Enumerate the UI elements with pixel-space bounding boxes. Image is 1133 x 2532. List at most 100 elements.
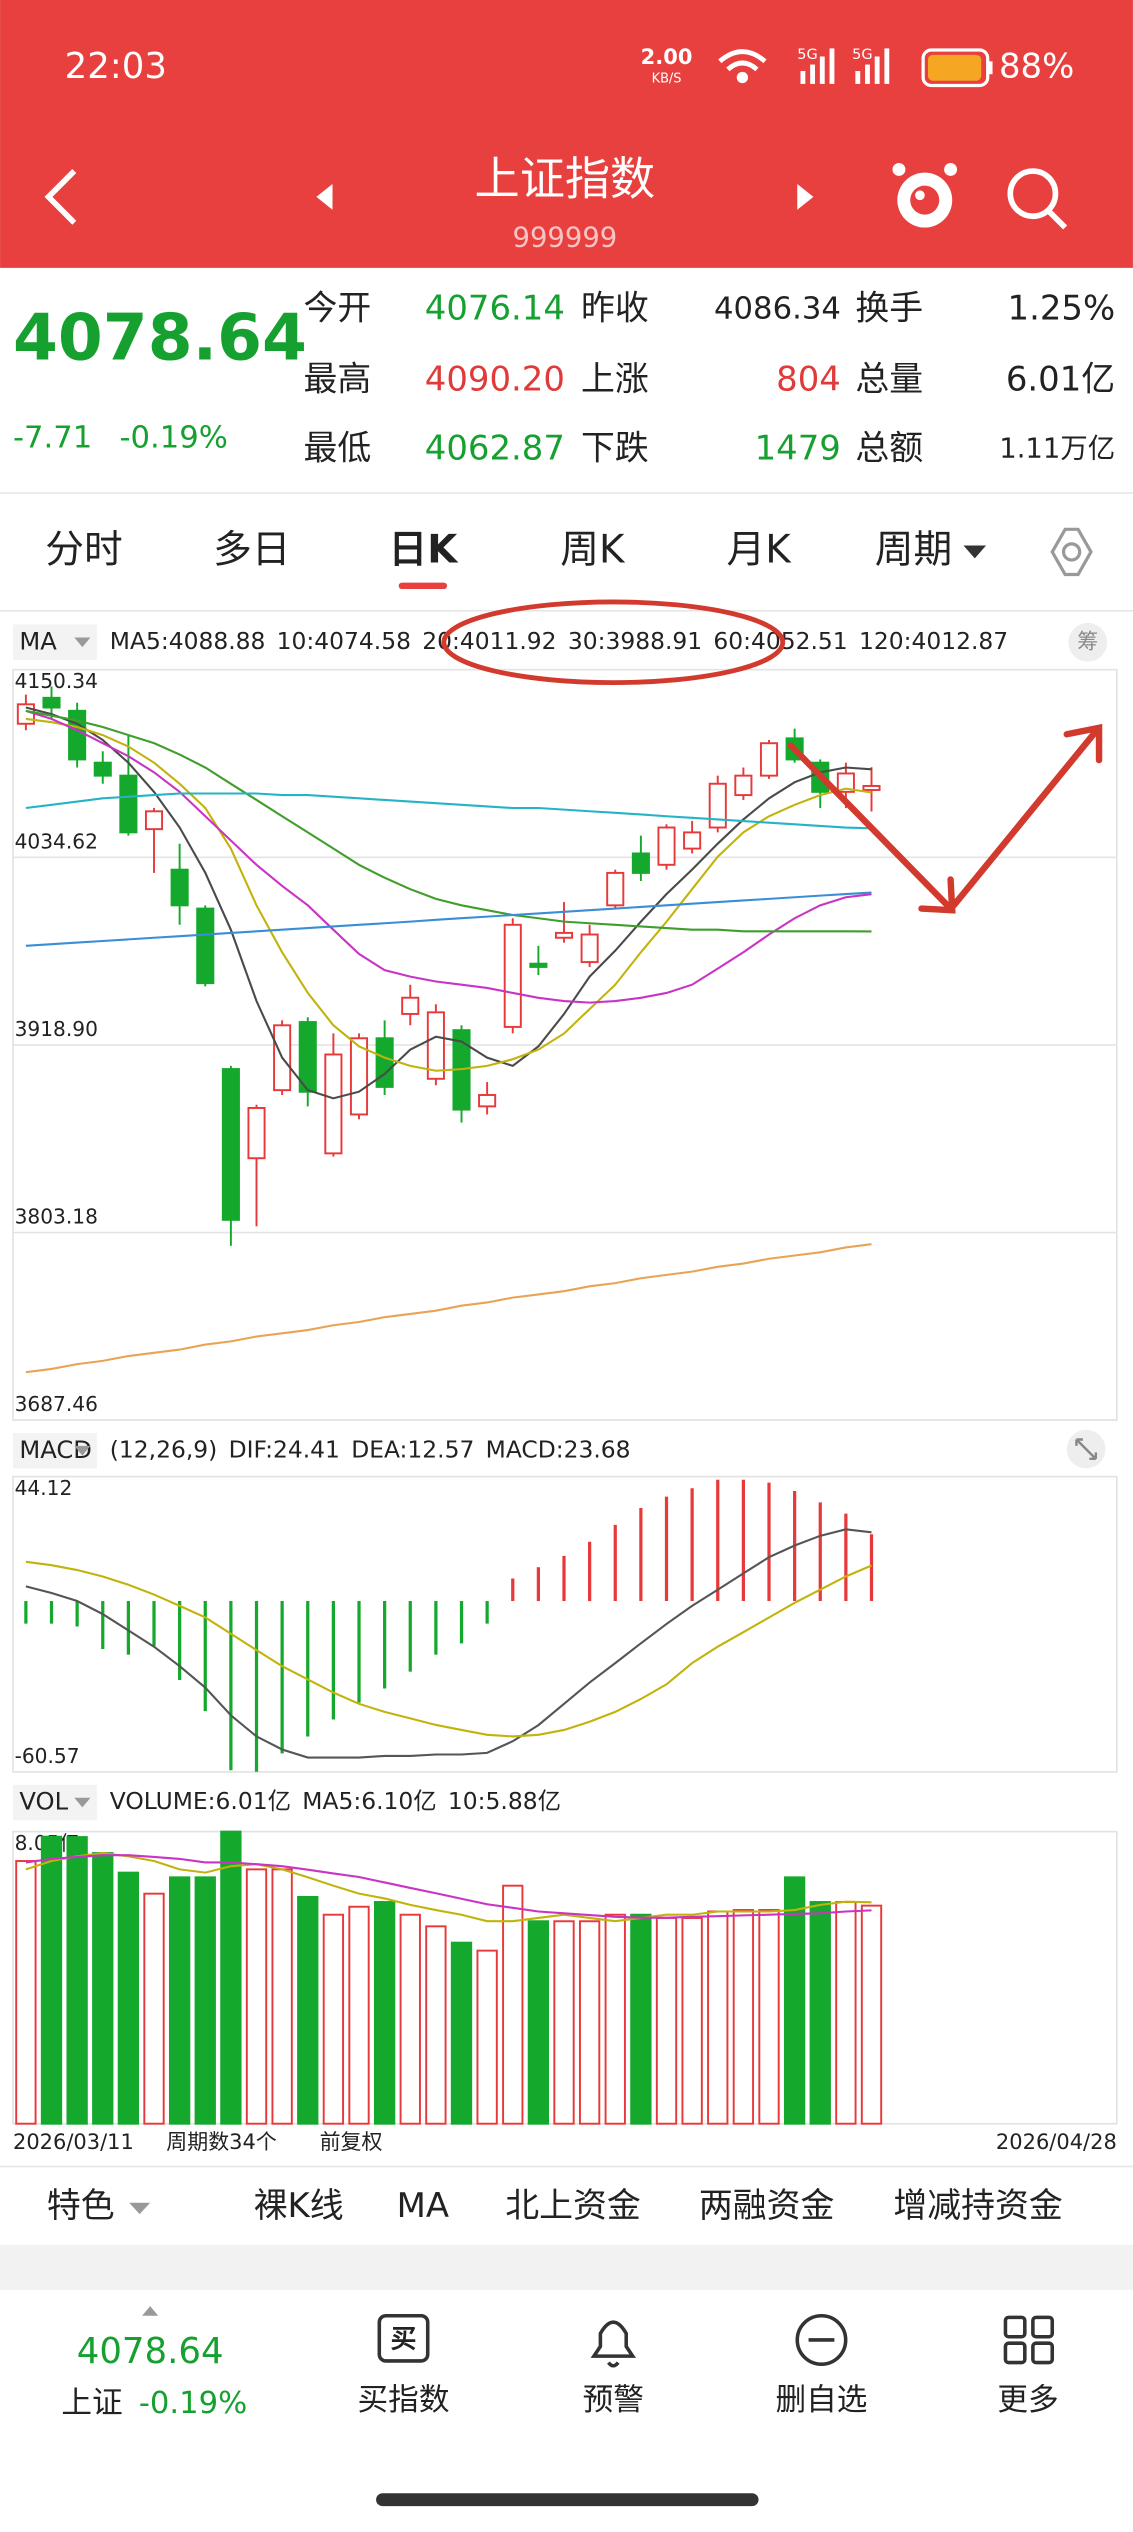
- signal-bars-1: [800, 48, 835, 84]
- indicator-tab[interactable]: 两融资金: [699, 2186, 835, 2225]
- dropdown-arrow: [74, 637, 91, 648]
- footer-action[interactable]: 买指数: [358, 2383, 450, 2418]
- volume-bar: [604, 1913, 626, 2125]
- volume-bar: [450, 1941, 473, 2125]
- quote-change: -7.71: [13, 420, 92, 455]
- back-button[interactable]: [44, 169, 77, 225]
- volume-bar: [297, 1895, 319, 2125]
- volume-bar: [322, 1913, 345, 2125]
- battery-icon: [921, 48, 993, 88]
- tab-underline: [398, 582, 448, 590]
- next-button[interactable]: [797, 183, 814, 210]
- candle-body: [221, 1068, 240, 1221]
- candle-body: [503, 923, 522, 1028]
- volume-bar: [168, 1876, 191, 2125]
- volume-bar: [348, 1905, 370, 2125]
- tab[interactable]: 月K: [726, 527, 792, 572]
- legend-entry: DIF:24.41: [229, 1435, 340, 1463]
- candle-body: [247, 1107, 266, 1160]
- field-label: 昨收: [581, 288, 649, 327]
- volume-bar: [553, 1920, 575, 2125]
- footer-action[interactable]: 更多: [997, 2383, 1058, 2418]
- candle-body: [657, 826, 676, 866]
- y-tick-label: 3918.90: [15, 1017, 98, 1041]
- volume-bar: [66, 1836, 88, 2125]
- footer-action[interactable]: 预警: [583, 2383, 644, 2418]
- indicator-name[interactable]: VOL: [19, 1788, 68, 1816]
- volume-bar: [758, 1909, 780, 2125]
- mascot-icon[interactable]: [892, 162, 958, 228]
- prev-button[interactable]: [316, 183, 333, 210]
- svg-text:筹: 筹: [1077, 629, 1098, 653]
- legend-entry: 10:5.88亿: [448, 1787, 561, 1815]
- y-tick-label: 4034.62: [15, 829, 98, 853]
- indicator-tab[interactable]: 特色: [47, 2186, 115, 2225]
- divider: [0, 2165, 1133, 2168]
- indicator-tab[interactable]: MA: [397, 2186, 449, 2225]
- tab[interactable]: 周K: [560, 527, 626, 572]
- candle-body: [144, 810, 164, 831]
- indicator-line: [25, 1528, 872, 1759]
- x-tick-label: 2026/04/28: [996, 2130, 1117, 2154]
- legend-entry: 30:3988.91: [568, 627, 702, 655]
- index-code: 999999: [513, 222, 618, 253]
- volume-bar: [399, 1913, 421, 2125]
- tab[interactable]: 周期: [875, 527, 952, 572]
- indicator-tab[interactable]: 增减持资金: [893, 2186, 1062, 2225]
- candle-body: [401, 996, 420, 1015]
- settings-button[interactable]: [1050, 527, 1093, 577]
- indicator-line: [25, 1243, 872, 1374]
- tab[interactable]: 日K: [389, 527, 460, 572]
- y-tick-label: 4150.34: [15, 669, 98, 693]
- divider: [0, 492, 1133, 494]
- field-label: 上涨: [581, 359, 649, 398]
- volume-bar: [143, 1892, 165, 2125]
- volume-bar: [245, 1868, 268, 2125]
- tab[interactable]: 多日: [213, 527, 290, 572]
- search-button[interactable]: [1007, 168, 1068, 230]
- chart-panel: MACD (12,26,9) DIF:24.41 DEA:12.57 MACD:23.6…: [12, 1433, 1118, 1773]
- net-unit: KB/S: [652, 72, 682, 87]
- field-value: 804: [776, 359, 841, 398]
- charts: MA MA5:4088.88 10:4074.58 20:4011.92 30:3988…: [12, 624, 1118, 2154]
- signal-1: 5G: [797, 47, 817, 63]
- volume-bar: [117, 1871, 140, 2125]
- legend-entry: MA5:6.10亿: [302, 1787, 436, 1815]
- candle-body: [862, 784, 881, 791]
- expand-button[interactable]: [1066, 1429, 1106, 1469]
- legend-entry: 10:4074.58: [277, 627, 411, 655]
- adjustment: 前复权: [320, 2130, 383, 2154]
- annotation-ellipse: [441, 599, 786, 686]
- volume-bar: [373, 1901, 396, 2125]
- separator-band: [0, 2244, 1133, 2290]
- candle-body: [324, 1053, 343, 1155]
- candle-body: [349, 1037, 369, 1116]
- footer-icons: 买: [377, 2313, 1055, 2368]
- divider: [0, 610, 1133, 612]
- volume-bar: [860, 1904, 883, 2125]
- header-bg: [0, 0, 1133, 268]
- legend-entry: MACD:23.68: [486, 1435, 631, 1463]
- field-value: 6.01亿: [1006, 359, 1115, 398]
- indicator-tab[interactable]: 裸K线: [254, 2186, 344, 2225]
- y-tick-label: 44.12: [15, 1476, 73, 1500]
- indicator-line: [25, 717, 872, 1072]
- indicator-line: [25, 792, 872, 830]
- footer-action[interactable]: 删自选: [775, 2383, 867, 2418]
- volume-bar: [527, 1920, 550, 2125]
- field-value: 4076.14: [425, 288, 565, 327]
- net-speed: 2.00: [641, 45, 693, 69]
- volume-bar: [15, 1860, 37, 2125]
- tab[interactable]: 分时: [45, 527, 122, 572]
- indicator-tab[interactable]: 北上资金: [505, 2186, 641, 2225]
- indicator-line: [25, 706, 872, 1100]
- candle-body: [170, 868, 189, 907]
- chip-button[interactable]: 筹: [1068, 622, 1108, 662]
- indicator-name[interactable]: MA: [19, 627, 57, 655]
- field-label: 下跌: [581, 429, 649, 468]
- footer-change: -0.19%: [139, 2386, 247, 2421]
- panel-frame: [12, 1475, 1118, 1773]
- volume-bar: [220, 1830, 242, 2125]
- field-label: 今开: [303, 288, 371, 327]
